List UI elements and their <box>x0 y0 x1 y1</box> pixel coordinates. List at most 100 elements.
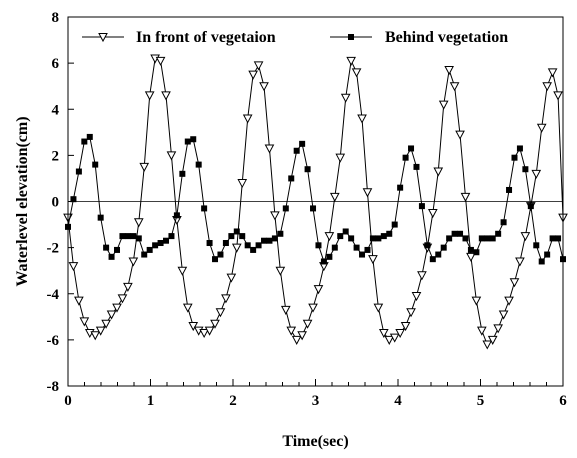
data-point <box>259 82 269 92</box>
data-point <box>242 114 253 124</box>
data-point <box>280 305 291 315</box>
data-point <box>222 240 229 247</box>
data-point <box>380 233 387 240</box>
data-point <box>337 233 344 240</box>
data-point <box>438 100 449 110</box>
data-point <box>553 91 563 101</box>
data-point <box>369 235 376 242</box>
y-tick-label: -2 <box>47 241 60 257</box>
data-point <box>112 303 122 313</box>
data-point <box>90 331 101 341</box>
x-tick-label: 1 <box>147 393 155 409</box>
data-point <box>155 56 166 66</box>
data-point <box>375 235 382 242</box>
y-tick-label: 2 <box>52 148 60 164</box>
data-point <box>504 296 514 306</box>
data-point <box>95 326 106 336</box>
data-point <box>177 266 188 276</box>
y-tick-label: -8 <box>47 379 60 395</box>
data-point <box>476 326 487 336</box>
data-point <box>266 237 273 244</box>
y-tick-labels: -8 -6 -4 -2 0 2 4 6 8 <box>47 10 60 395</box>
data-point <box>253 61 264 71</box>
data-point <box>335 153 346 163</box>
data-point <box>400 322 411 332</box>
data-point <box>310 205 317 212</box>
data-point <box>368 255 378 265</box>
axis-ticks <box>67 16 564 387</box>
data-point <box>106 310 117 320</box>
x-axis-title: Time(sec) <box>282 433 348 450</box>
data-point <box>270 211 280 221</box>
data-point <box>86 133 93 140</box>
data-point <box>386 230 393 237</box>
data-point <box>515 257 525 267</box>
data-point <box>487 335 498 345</box>
y-tick-label: 8 <box>52 10 60 26</box>
data-point <box>455 130 465 140</box>
data-point <box>97 214 104 221</box>
data-point <box>299 140 306 147</box>
data-point <box>389 333 400 343</box>
data-point <box>538 258 545 265</box>
x-tick-label: 6 <box>559 393 567 409</box>
series-line <box>67 57 564 346</box>
data-point <box>413 163 420 170</box>
data-point <box>473 249 480 256</box>
data-point <box>520 232 531 242</box>
data-point <box>533 242 540 249</box>
data-point <box>81 138 88 145</box>
data-point <box>250 246 257 253</box>
series-layer <box>63 54 568 350</box>
data-point <box>233 228 240 235</box>
x-tick-label: 2 <box>229 393 237 409</box>
data-point <box>542 82 552 92</box>
data-point <box>522 166 529 173</box>
data-point <box>342 228 349 235</box>
legend-marker <box>348 34 354 40</box>
data-point <box>217 251 224 258</box>
data-point <box>184 138 191 145</box>
data-point <box>204 326 215 336</box>
data-point <box>516 145 523 152</box>
data-point <box>391 221 398 228</box>
data-point <box>484 235 491 242</box>
data-point <box>324 232 335 242</box>
legend-item-1: In front of vegetaion <box>82 29 276 46</box>
data-point <box>440 244 447 251</box>
data-point <box>467 246 474 253</box>
data-point <box>435 251 442 258</box>
data-point <box>353 244 360 251</box>
data-point <box>146 246 153 253</box>
data-point <box>163 237 170 244</box>
data-point <box>141 251 148 258</box>
data-point <box>130 233 137 240</box>
data-point <box>509 278 520 288</box>
data-point <box>384 335 395 345</box>
data-point <box>418 203 425 210</box>
x-tick-label: 4 <box>394 393 402 409</box>
data-point <box>101 319 111 329</box>
y-axis-title: Waterlevel elevation(cm) <box>14 116 31 286</box>
data-point <box>402 154 409 161</box>
legend: In front of vegetaion Behind vegetation <box>82 29 508 46</box>
y-tick-label: -6 <box>47 333 60 349</box>
data-point <box>498 310 509 320</box>
data-point <box>293 147 300 154</box>
data-point <box>331 244 338 251</box>
x-tick-label: 0 <box>64 393 72 409</box>
data-point <box>408 145 415 152</box>
data-point <box>108 253 115 260</box>
data-point <box>527 203 534 210</box>
data-point <box>201 205 208 212</box>
data-point <box>302 319 313 329</box>
data-point <box>362 188 373 198</box>
data-point <box>264 144 275 154</box>
data-point <box>460 192 471 202</box>
data-point <box>500 219 507 226</box>
data-point <box>451 230 458 237</box>
data-point <box>462 235 469 242</box>
data-point <box>449 82 460 92</box>
data-point <box>226 273 237 283</box>
